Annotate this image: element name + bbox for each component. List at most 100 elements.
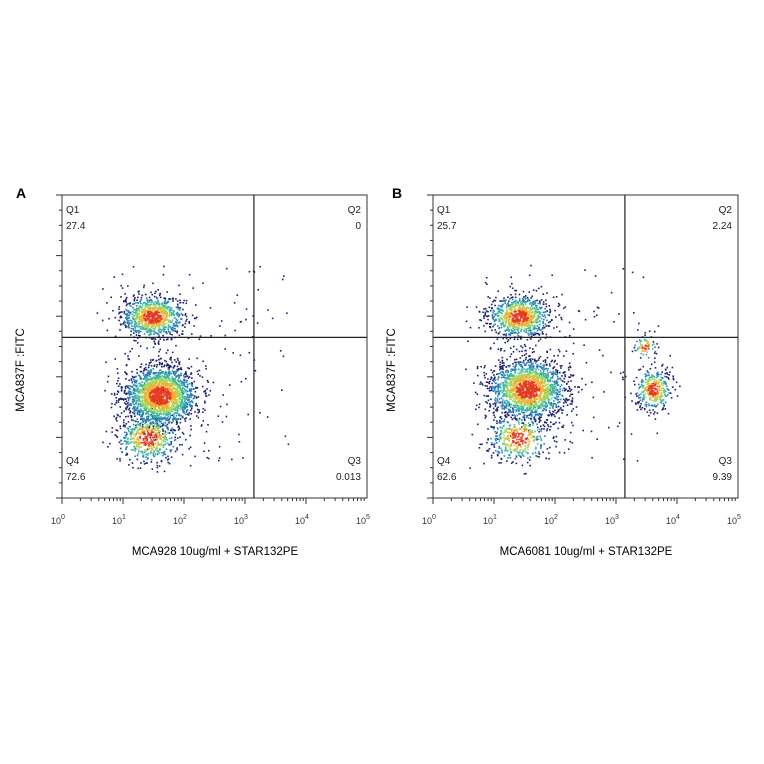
event-point — [195, 402, 198, 405]
event-point — [162, 424, 165, 426]
event-point — [181, 393, 183, 395]
event-point — [667, 388, 670, 391]
event-point — [206, 379, 209, 382]
event-point — [559, 377, 562, 380]
event-point — [120, 388, 123, 390]
event-point — [501, 420, 504, 423]
event-point — [563, 402, 565, 404]
event-point — [162, 319, 165, 321]
event-point — [179, 368, 181, 370]
event-point — [182, 308, 184, 311]
event-point — [137, 390, 140, 393]
event-point — [157, 424, 159, 427]
event-point — [141, 401, 143, 403]
event-point — [143, 315, 146, 317]
event-point — [190, 425, 192, 427]
event-point — [487, 395, 490, 397]
event-point — [517, 361, 519, 363]
event-point — [143, 314, 146, 316]
event-point — [518, 350, 521, 353]
event-point — [138, 309, 141, 311]
event-point — [156, 437, 159, 440]
event-point — [634, 344, 636, 347]
event-point — [186, 396, 188, 399]
event-point — [532, 365, 535, 367]
event-point — [173, 408, 176, 411]
event-point — [641, 336, 644, 338]
event-point — [501, 407, 503, 409]
event-point — [152, 282, 154, 285]
event-point — [145, 395, 148, 397]
event-point — [138, 409, 141, 412]
event-point — [139, 306, 142, 308]
event-point — [135, 420, 137, 423]
event-point — [497, 393, 500, 396]
event-point — [501, 400, 504, 403]
event-point — [524, 345, 527, 348]
event-point — [498, 452, 501, 454]
event-point — [129, 438, 132, 441]
event-point — [484, 417, 487, 419]
event-point — [555, 405, 558, 408]
event-point — [145, 456, 147, 458]
event-point — [655, 352, 658, 355]
event-point — [168, 386, 171, 389]
event-point — [536, 367, 538, 369]
event-point — [150, 369, 152, 371]
event-point — [132, 423, 135, 426]
event-point — [121, 451, 123, 453]
event-point — [184, 322, 187, 325]
event-point — [139, 422, 142, 425]
event-point — [667, 394, 669, 396]
event-point — [138, 325, 140, 328]
event-point — [170, 393, 172, 396]
event-point — [475, 306, 478, 308]
event-point — [177, 417, 180, 420]
event-point — [152, 451, 155, 453]
event-point — [528, 274, 531, 277]
event-point — [159, 296, 162, 299]
event-point — [149, 402, 152, 404]
event-point — [155, 325, 157, 328]
event-point — [521, 297, 524, 300]
event-point — [170, 382, 172, 385]
event-point — [484, 311, 487, 314]
event-point — [509, 285, 511, 288]
event-point — [667, 412, 670, 415]
event-point — [121, 398, 124, 400]
event-point — [144, 313, 146, 315]
event-point — [197, 373, 200, 375]
event-point — [156, 309, 159, 311]
event-point — [147, 323, 150, 325]
event-point — [125, 325, 127, 328]
event-point — [167, 412, 170, 415]
event-point — [155, 360, 157, 362]
event-point — [501, 403, 504, 405]
event-point — [205, 395, 207, 397]
event-point — [654, 346, 656, 348]
event-point — [562, 405, 565, 408]
event-point — [641, 379, 644, 381]
event-point — [153, 313, 156, 316]
event-point — [162, 321, 164, 323]
event-point — [638, 394, 641, 396]
event-point — [496, 407, 498, 410]
event-point — [554, 309, 556, 312]
event-point — [523, 473, 526, 475]
event-point — [535, 290, 538, 292]
event-point — [187, 367, 189, 369]
event-point — [164, 424, 167, 427]
event-point — [146, 373, 148, 376]
event-point — [168, 421, 171, 423]
event-point — [161, 307, 163, 310]
event-point — [548, 414, 550, 416]
event-point — [138, 375, 141, 377]
event-point — [149, 393, 151, 395]
event-point — [484, 307, 487, 310]
event-point — [143, 417, 145, 420]
event-point — [130, 433, 132, 435]
event-point — [153, 436, 156, 438]
event-point — [139, 405, 142, 407]
event-point — [155, 312, 158, 314]
event-point — [539, 366, 542, 368]
